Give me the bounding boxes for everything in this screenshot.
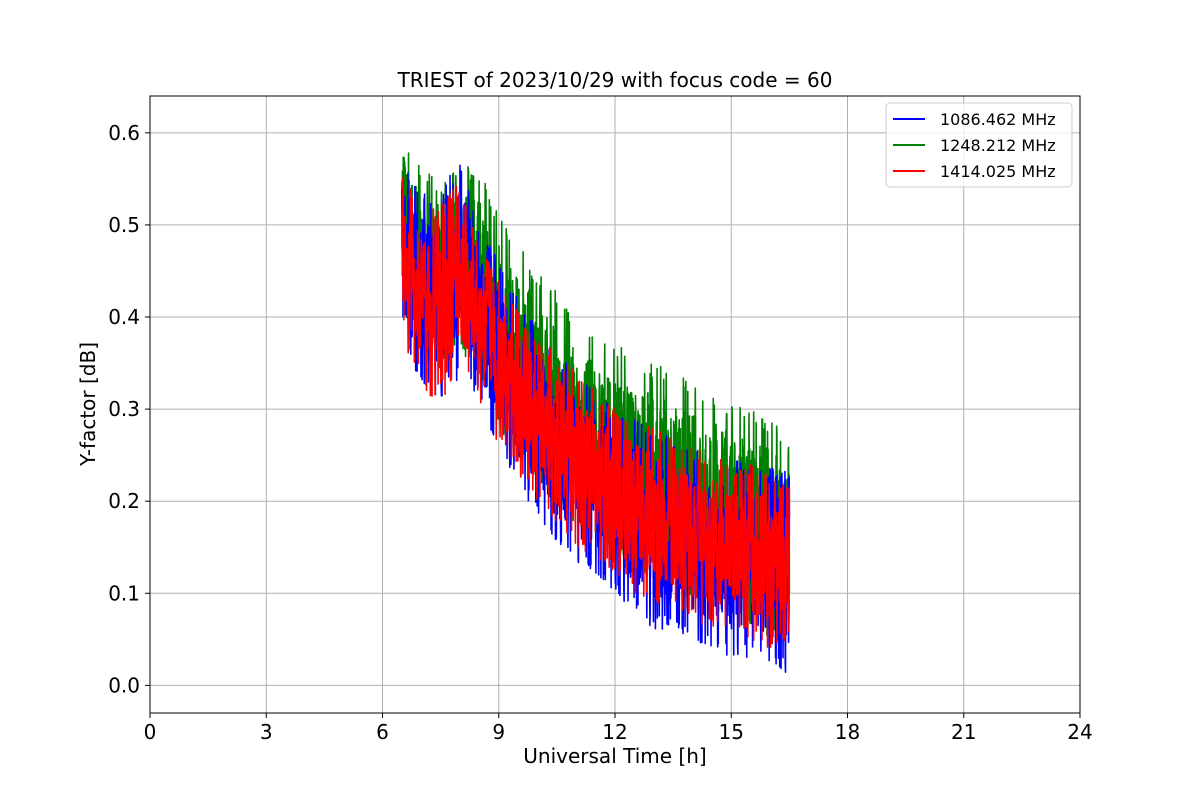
x-tick-label: 9	[492, 720, 505, 744]
x-tick-label: 24	[1067, 720, 1092, 744]
y-tick-label: 0.3	[108, 397, 140, 421]
x-tick-label: 6	[376, 720, 389, 744]
series-layer	[401, 152, 791, 673]
legend-box	[885, 102, 1073, 188]
x-tick-label: 3	[260, 720, 273, 744]
x-axis-label: Universal Time [h]	[523, 744, 706, 768]
y-axis-label: Y-factor [dB]	[76, 342, 100, 467]
x-tick-label: 21	[951, 720, 976, 744]
x-tick-label: 15	[719, 720, 744, 744]
chart-title: TRIEST of 2023/10/29 with focus code = 6…	[397, 68, 833, 92]
y-tick-label: 0.2	[108, 489, 140, 513]
y-tick-label: 0.5	[108, 213, 140, 237]
x-tick-label: 12	[602, 720, 627, 744]
legend: 1086.462 MHz 1248.212 MHz 1414.025 MHz	[885, 102, 1073, 188]
legend-label: 1414.025 MHz	[940, 162, 1056, 181]
x-tick-label: 18	[835, 720, 860, 744]
y-tick-label: 0.4	[108, 305, 140, 329]
axis-ticks: 0 3 6 9 12 15 18 21 24 0.0 0.1 0.2 0.3 0.4 0.5 0.6	[108, 121, 1093, 744]
y-tick-label: 0.1	[108, 581, 140, 605]
series-line	[401, 177, 791, 648]
legend-label: 1248.212 MHz	[940, 136, 1056, 155]
x-tick-label: 0	[144, 720, 157, 744]
y-tick-label: 0.0	[108, 673, 140, 697]
legend-label: 1086.462 MHz	[940, 110, 1056, 129]
y-tick-label: 0.6	[108, 121, 140, 145]
